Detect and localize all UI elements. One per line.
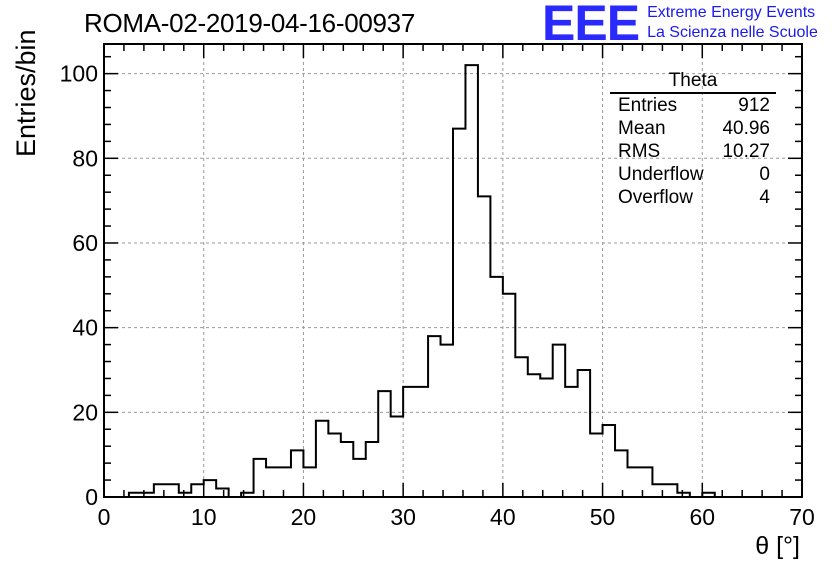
chart-title: ROMA-02-2019-04-16-00937: [84, 8, 415, 38]
histogram-bin: [416, 387, 428, 497]
axis-ticks: [103, 44, 803, 498]
histogram-series: [127, 64, 716, 498]
y-tick-label: 80: [72, 145, 98, 171]
histogram-bin: [316, 421, 328, 497]
histogram-bin: [465, 65, 477, 497]
histogram-bin: [578, 370, 590, 497]
histogram-bin: [528, 374, 540, 497]
histogram-bin: [166, 484, 178, 497]
x-tick-label: 20: [291, 504, 317, 530]
eee-logo-mark: EEE: [542, 0, 640, 51]
stat-label: Entries: [618, 95, 678, 116]
eee-logo-text: Extreme Energy Events La Scienza nelle S…: [647, 3, 818, 43]
x-tick-label: 70: [789, 504, 815, 530]
stat-row-underflow: Underflow 0: [610, 163, 776, 186]
stats-title: Theta: [610, 70, 776, 94]
histogram-bin: [441, 345, 453, 497]
y-tick-label: 20: [72, 399, 98, 425]
plot-frame: [103, 43, 803, 498]
histogram-bin: [490, 277, 502, 497]
x-tick-label: 60: [689, 504, 715, 530]
histogram-bin: [453, 129, 465, 497]
stat-value: 0: [759, 164, 770, 185]
histogram-bin: [216, 489, 228, 497]
x-tick-label: 50: [590, 504, 616, 530]
histogram-bin: [291, 450, 303, 497]
histogram-bin: [366, 442, 378, 497]
histogram-bin: [303, 467, 315, 497]
x-tick-label: 10: [191, 504, 217, 530]
histogram-outline: [127, 64, 716, 498]
x-tick-label: 40: [490, 504, 516, 530]
stat-value: 10.27: [722, 141, 770, 162]
histogram-bin: [378, 391, 390, 497]
histogram-bin: [191, 484, 203, 497]
histogram-bin: [565, 387, 577, 497]
stat-row-overflow: Overflow 4: [610, 186, 776, 209]
histogram-bin: [615, 450, 627, 497]
logo-line-2: La Scienza nelle Scuole: [647, 24, 818, 41]
stat-label: Overflow: [618, 187, 693, 208]
histogram-bin: [403, 387, 415, 497]
histogram-bin: [341, 442, 353, 497]
stat-value: 4: [759, 187, 770, 208]
stat-row-mean: Mean 40.96: [610, 117, 776, 140]
histogram-bin: [665, 484, 677, 497]
histogram-bin: [391, 417, 403, 497]
stat-value: 40.96: [722, 118, 770, 139]
x-tick-label: 0: [98, 504, 111, 530]
histogram-bin: [503, 294, 515, 497]
histogram-bin: [204, 480, 216, 497]
histogram-bin: [540, 378, 552, 497]
histogram-bin: [515, 357, 527, 497]
x-axis-label: θ [°]: [755, 532, 800, 560]
stat-label: Mean: [618, 118, 666, 139]
histogram-bin: [328, 433, 340, 497]
histogram-bin: [279, 467, 291, 497]
histogram-bin: [428, 336, 440, 497]
histogram-bin: [603, 425, 615, 497]
eee-logo: EEE Extreme Energy Events La Scienza nel…: [542, 0, 818, 48]
stat-label: Underflow: [618, 164, 704, 185]
y-tick-label: 60: [72, 230, 98, 256]
y-tick-label: 40: [72, 315, 98, 341]
stat-value: 912: [738, 95, 770, 116]
histogram-bin: [553, 345, 565, 497]
stat-row-entries: Entries 912: [610, 94, 776, 117]
y-tick-label: 0: [85, 484, 98, 510]
histogram-bin: [478, 196, 490, 497]
histogram-bin: [590, 433, 602, 497]
logo-line-1: Extreme Energy Events: [647, 4, 816, 21]
histogram-bin: [628, 467, 640, 497]
stat-label: RMS: [618, 141, 661, 162]
x-tick-label: 30: [390, 504, 416, 530]
stats-box: Theta Entries 912 Mean 40.96 RMS 10.27 U…: [610, 70, 776, 209]
y-tick-label: 100: [60, 61, 98, 87]
stat-row-rms: RMS 10.27: [610, 140, 776, 163]
histogram-bin: [266, 467, 278, 497]
